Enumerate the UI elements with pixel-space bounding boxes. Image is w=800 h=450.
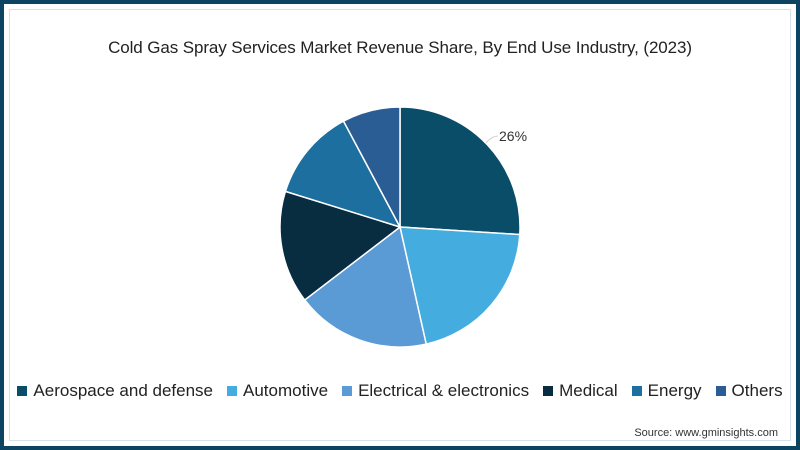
slice-electrical[interactable]: [303, 225, 428, 348]
slice-aerospace[interactable]: [399, 106, 521, 236]
slice-automotive[interactable]: [399, 226, 521, 346]
slice-others[interactable]: [342, 106, 401, 228]
slice-medical[interactable]: [279, 190, 402, 302]
legend-label: Others: [731, 381, 783, 400]
data-label-aerospace: 26%: [499, 128, 528, 144]
pie-slices: [279, 106, 521, 348]
legend-swatch-icon: [715, 386, 726, 396]
legend-item-medical[interactable]: Medical: [543, 381, 618, 401]
legend-swatch-icon: [631, 386, 642, 396]
legend: Aerospace and defense Automotive Electri…: [0, 381, 800, 401]
legend-item-electrical[interactable]: Electrical & electronics: [342, 381, 529, 401]
source-note: Source: www.gminsights.com: [634, 427, 778, 439]
chart-title: Cold Gas Spray Services Market Revenue S…: [108, 38, 692, 57]
legend-item-aerospace[interactable]: Aerospace and defense: [17, 381, 213, 401]
legend-label: Automotive: [243, 381, 329, 400]
legend-item-others[interactable]: Others: [715, 381, 783, 401]
slice-energy[interactable]: [284, 120, 402, 229]
legend-label: Energy: [647, 381, 702, 400]
legend-item-automotive[interactable]: Automotive: [227, 381, 328, 401]
legend-swatch-icon: [227, 386, 238, 396]
legend-swatch-icon: [342, 386, 353, 396]
legend-swatch-icon: [543, 386, 554, 396]
legend-label: Medical: [559, 381, 618, 400]
legend-swatch-icon: [17, 386, 28, 396]
legend-item-energy[interactable]: Energy: [631, 381, 702, 401]
legend-label: Aerospace and defense: [33, 381, 214, 400]
legend-label: Electrical & electronics: [358, 381, 530, 400]
label-leader-line: [485, 135, 499, 144]
